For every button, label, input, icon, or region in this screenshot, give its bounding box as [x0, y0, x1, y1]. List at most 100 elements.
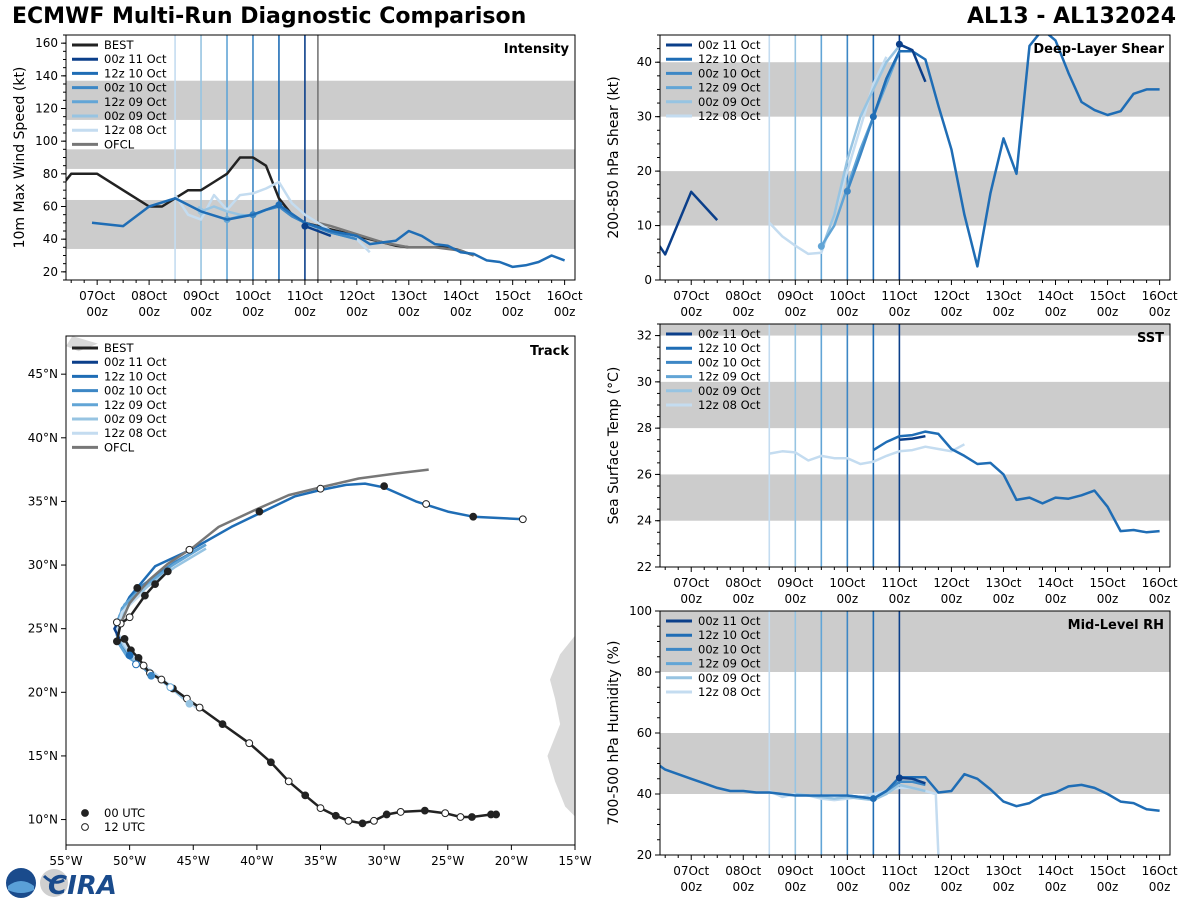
logo-text: CIRA [48, 871, 116, 900]
sst-frame [659, 323, 1171, 568]
track-best-point [163, 567, 172, 576]
sst-legend-label: 00z 09 Oct [698, 384, 761, 398]
intensity-title: Intensity [504, 42, 570, 57]
track-run-line [115, 482, 525, 666]
shear-xtick-label: 08Oct [725, 289, 761, 303]
track-marker-legend-swatch [81, 823, 89, 831]
rh-legend-label: 00z 09 Oct [698, 671, 761, 685]
track-marker-legend-swatch [81, 809, 89, 817]
sst-xtick-label: 15Oct [1090, 576, 1126, 590]
sst-panel: 22 24 26 28 30 32 07Oct 00z 08Oct 00z 09Oct 00z 10Oc… [606, 323, 1178, 606]
track-legend-label: BEST [104, 341, 134, 355]
rh-panel: 20 40 60 80 100 07Oct 00z 08Oct 00z 09Oct 00z 10Oct… [606, 604, 1178, 894]
rh-series-line [899, 776, 926, 785]
sst-xtick-label: 16Oct [1142, 576, 1178, 590]
sst-ytick-label: 24 [637, 514, 652, 528]
shear-xtick-hour: 00z [837, 305, 859, 319]
sst-series-line [872, 430, 1160, 534]
intensity-ytick-label: 160 [35, 36, 58, 50]
intensity-legend-label: 00z 09 Oct [104, 109, 167, 123]
track-best-point [157, 675, 166, 684]
track-best-point [358, 819, 367, 828]
track-run-point [422, 500, 431, 508]
track-ytick-label: 25°N [28, 622, 58, 636]
intensity-legend-label: 12z 08 Oct [104, 123, 167, 137]
rh-legend-label: 00z 11 Oct [698, 614, 761, 628]
shear-xtick-label: 12Oct [933, 289, 969, 303]
sst-ytick-label: 22 [637, 560, 652, 574]
intensity-xtick-label: 11Oct [287, 289, 323, 303]
rh-xtick-label: 13Oct [985, 864, 1021, 878]
shear-xtick-label: 15Oct [1090, 289, 1126, 303]
track-run-point [185, 545, 194, 554]
shear-legend-label: 12z 10 Oct [698, 52, 761, 66]
sst-xtick-hour: 00z [1045, 592, 1067, 606]
track-best-point [139, 661, 148, 670]
track-best-point [456, 813, 465, 821]
track-best-point [140, 591, 149, 600]
track-ytick-label: 10°N [28, 813, 58, 827]
sst-xtick-label: 08Oct [725, 576, 761, 590]
track-best-point [151, 580, 159, 589]
sst-series-line [769, 443, 965, 466]
rh-band [660, 611, 1170, 672]
rh-xtick-hour: 00z [680, 880, 702, 894]
shear-plot-area [660, 35, 1170, 280]
sst-legend-label: 12z 09 Oct [698, 370, 761, 384]
intensity-ytick-label: 20 [43, 265, 58, 279]
track-ytick-label: 30°N [28, 558, 58, 572]
shear-legend-label: 12z 08 Oct [698, 109, 761, 123]
rh-band [660, 733, 1170, 794]
intensity-legend-label: 00z 10 Oct [104, 81, 167, 95]
track-marker-legend-label: 00 UTC [104, 806, 145, 820]
shear-series-marker [895, 40, 903, 48]
intensity-xtick-label: 08Oct [131, 289, 167, 303]
sst-series-line [899, 434, 926, 441]
track-best-point [125, 613, 134, 622]
intensity-legend-label: 12z 09 Oct [104, 95, 167, 109]
shear-xtick-hour: 00z [889, 305, 911, 319]
rh-xtick-label: 09Oct [777, 864, 813, 878]
intensity-series-line [91, 197, 566, 269]
intensity-series-marker [301, 222, 309, 230]
intensity-xtick-label: 09Oct [183, 289, 219, 303]
sst-ylabel: Sea Surface Temp (°C) [606, 367, 622, 525]
track-xtick-label: 25°W [431, 854, 464, 868]
sst-legend-label: 12z 10 Oct [698, 341, 761, 355]
rh-xtick-label: 08Oct [725, 864, 761, 878]
intensity-panel: 20 40 60 80 100 120 140 160 07Oct 00z 08Oct 00z 09Oc… [12, 34, 583, 319]
track-xtick-label: 20°W [495, 854, 528, 868]
intensity-series-line [304, 224, 332, 238]
track-ytick-label: 20°N [28, 685, 58, 699]
shear-xtick-hour: 00z [1097, 305, 1119, 319]
intensity-ylabel: 10m Max Wind Speed (kt) [12, 67, 28, 249]
shear-xtick-hour: 00z [1045, 305, 1067, 319]
sst-band [660, 474, 1170, 521]
shear-ytick-label: 20 [637, 164, 652, 178]
rh-ytick-label: 40 [637, 787, 652, 801]
intensity-ytick-label: 120 [35, 102, 58, 116]
rh-xtick-label: 11Oct [881, 864, 917, 878]
shear-series-marker [869, 113, 877, 121]
shear-xtick-hour: 00z [680, 305, 702, 319]
rh-series-marker [895, 774, 903, 782]
track-legend-label: 00z 11 Oct [104, 355, 167, 369]
track-run-point [380, 482, 389, 491]
track-best-point [134, 654, 143, 662]
track-legend-label: 12z 09 Oct [104, 398, 167, 412]
intensity-xtick-hour: 00z [190, 305, 212, 319]
intensity-ytick-label: 140 [35, 69, 58, 83]
shear-series-line [820, 50, 901, 247]
intensity-legend-label: BEST [104, 38, 134, 52]
rh-xtick-label: 14Oct [1037, 864, 1073, 878]
intensity-legend-label: 12z 10 Oct [104, 66, 167, 80]
sst-legend-label: 00z 10 Oct [698, 355, 761, 369]
track-xtick-label: 50°W [113, 854, 146, 868]
track-best-point [468, 813, 476, 821]
rh-xtick-label: 16Oct [1142, 864, 1178, 878]
intensity-xtick-hour: 00z [398, 305, 420, 319]
sst-xtick-hour: 00z [993, 592, 1015, 606]
sst-ytick-label: 30 [637, 375, 652, 389]
track-run-point [133, 584, 142, 592]
rh-xtick-label: 10Oct [829, 864, 865, 878]
